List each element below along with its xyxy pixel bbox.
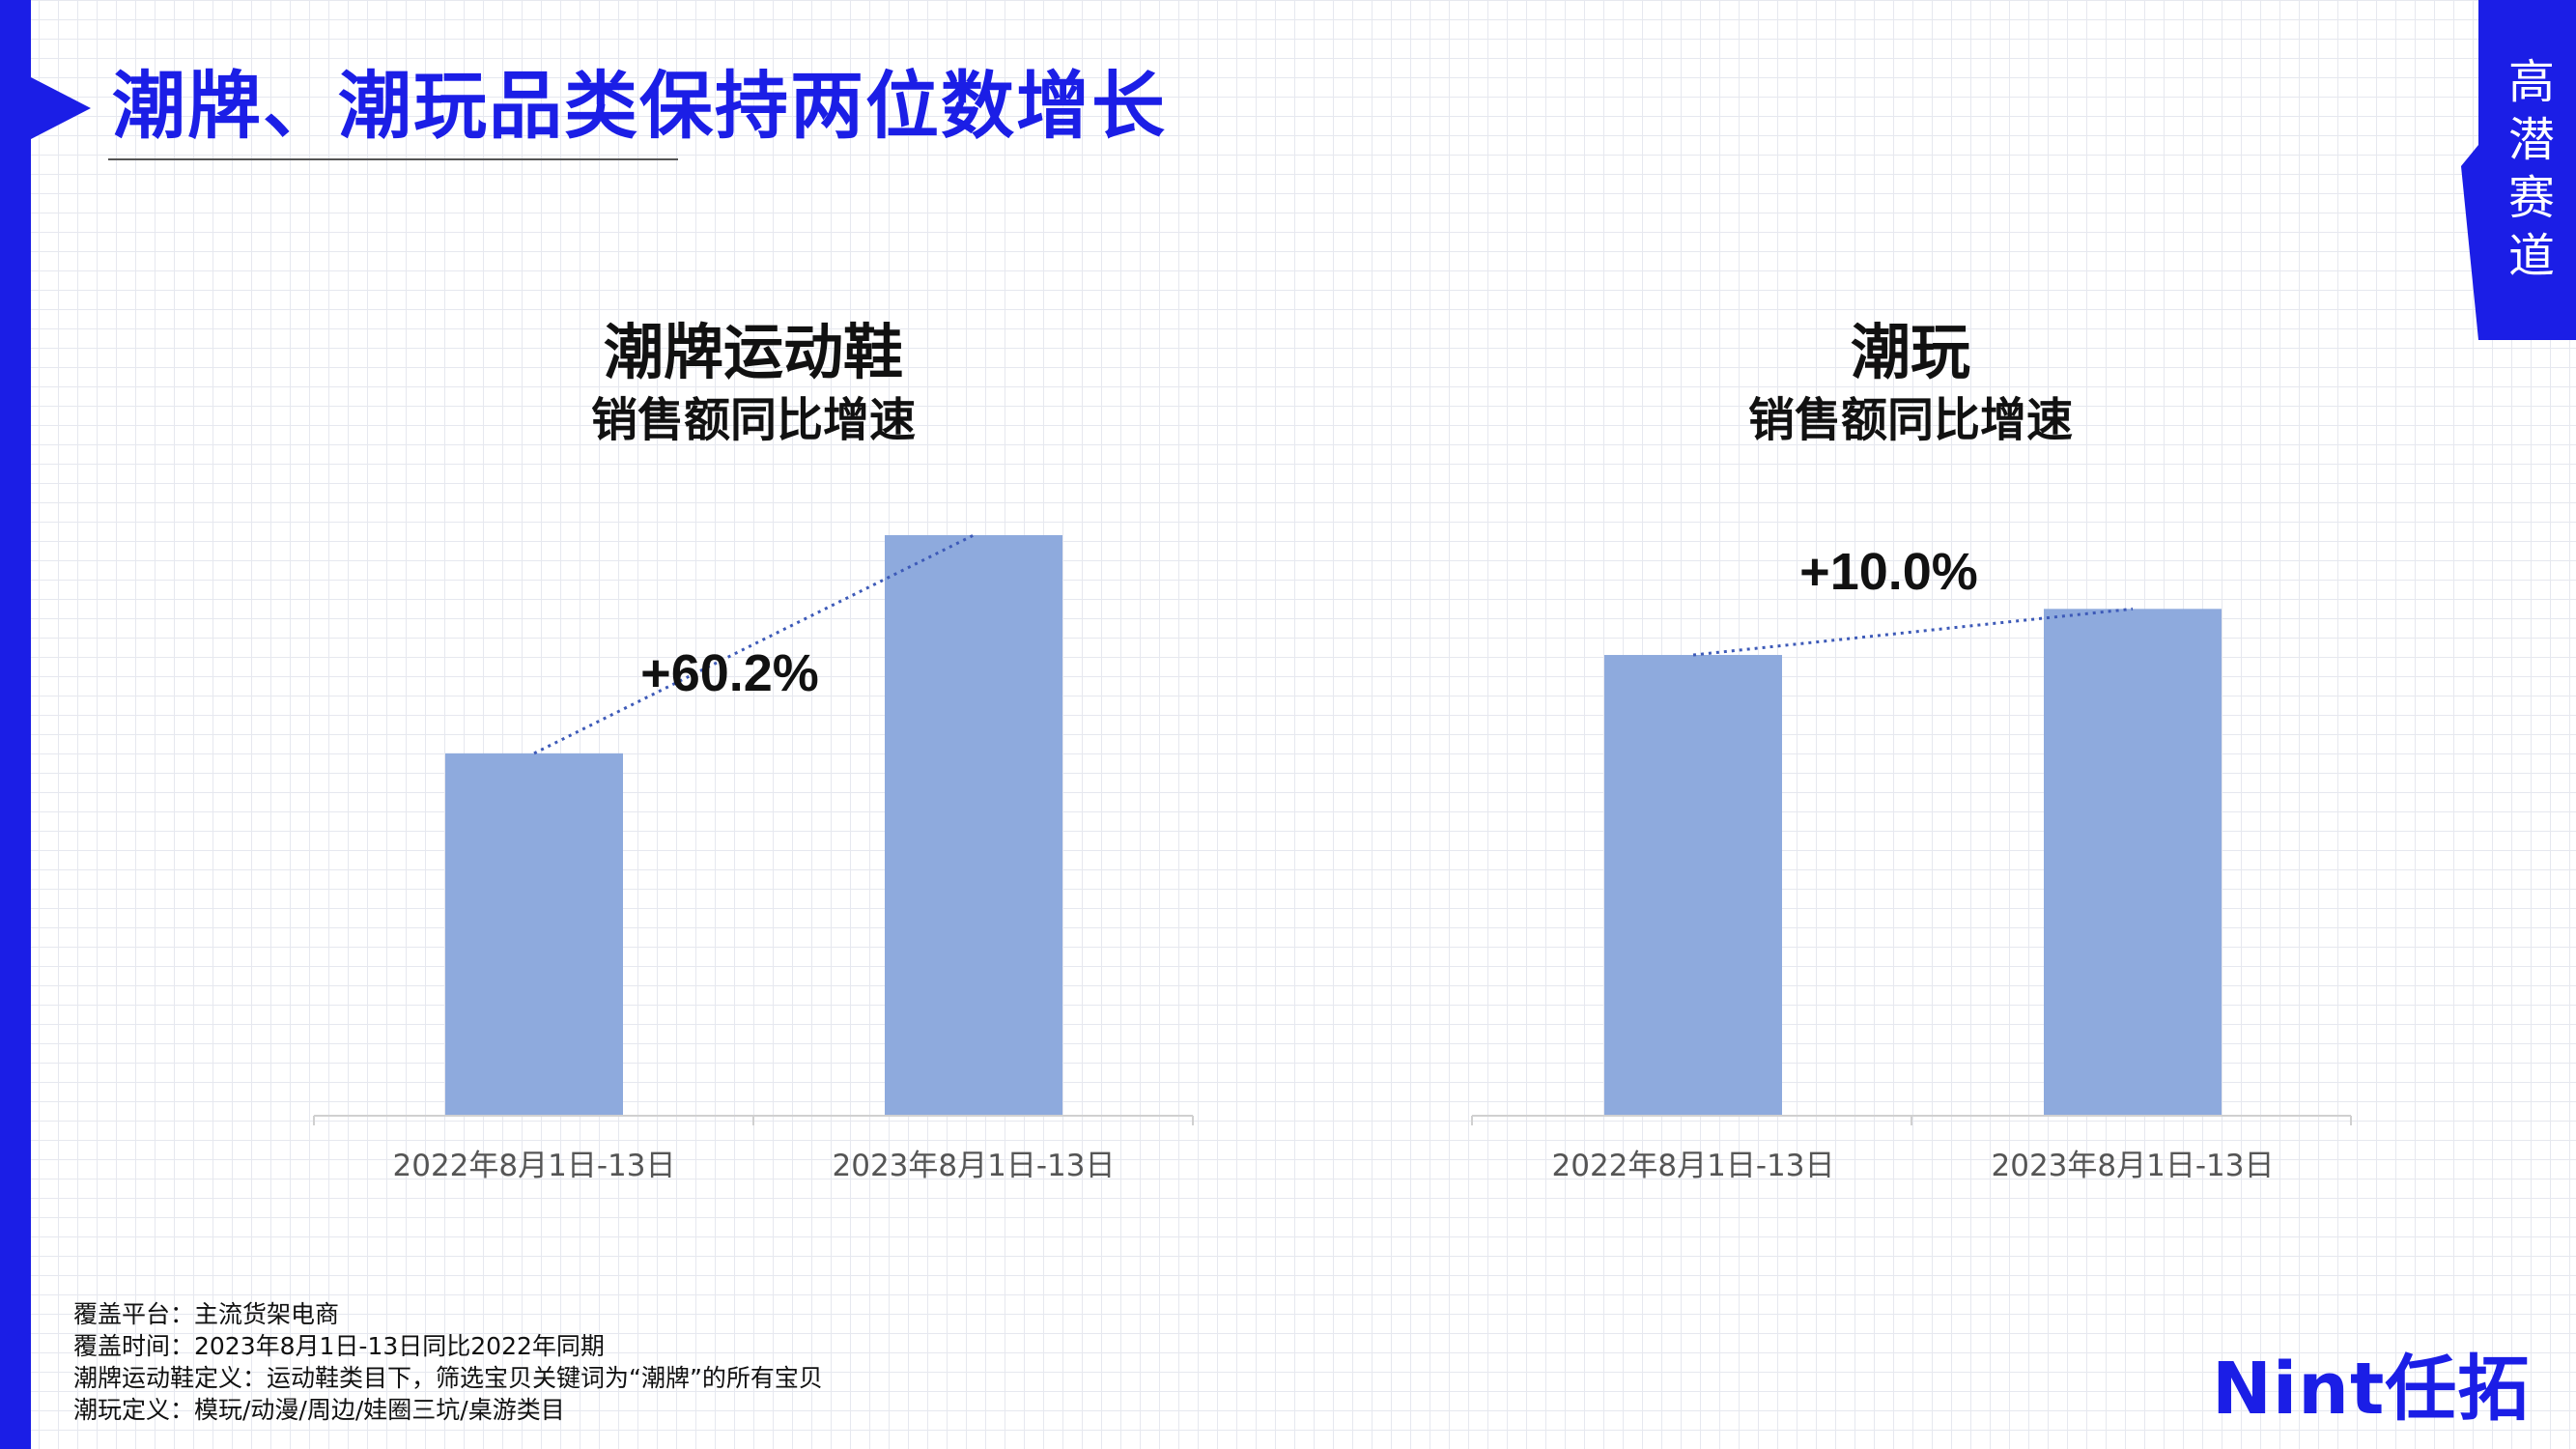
- x-tick-label: 2022年8月1日-13日: [393, 1149, 676, 1183]
- chart-header-toys: 潮玩 销售额同比增速: [1621, 315, 2200, 450]
- footnote-line: 潮牌运动鞋定义：运动鞋类目下，筛选宝贝关键词为“潮牌”的所有宝贝: [73, 1364, 823, 1392]
- bar: [885, 535, 1062, 1116]
- footnote-line: 覆盖平台：主流货架电商: [73, 1300, 340, 1328]
- x-tick-label: 2022年8月1日-13日: [1552, 1149, 1835, 1183]
- bar: [2044, 609, 2222, 1116]
- x-tick-label: 2023年8月1日-13日: [833, 1149, 1116, 1183]
- growth-label: +10.0%: [1799, 543, 1978, 601]
- footnote-line: 潮玩定义：模玩/动漫/周边/娃圈三坑/桌游类目: [73, 1396, 565, 1424]
- x-tick-label: 2023年8月1日-13日: [1992, 1149, 2275, 1183]
- bar: [445, 753, 623, 1116]
- chart-subtitle: 销售额同比增速: [1747, 393, 2073, 447]
- chart-title: 潮牌运动鞋: [603, 317, 903, 387]
- brand-logo: Nint任拓: [2212, 1348, 2531, 1431]
- chart-subtitle: 销售额同比增速: [590, 393, 916, 447]
- chart-title: 潮玩: [1850, 317, 1970, 387]
- chart-header-sneakers: 潮牌运动鞋 销售额同比增速: [464, 315, 1043, 450]
- left-accent-bar: [0, 0, 31, 1449]
- bar: [1604, 655, 1782, 1116]
- title-underline: [108, 158, 678, 160]
- growth-label: +60.2%: [640, 644, 819, 702]
- side-tag-box: [2461, 0, 2576, 340]
- page-title: 潮牌、潮玩品类保持两位数增长: [112, 63, 1167, 149]
- footnotes: 覆盖平台：主流货架电商 覆盖时间：2023年8月1日-13日同比2022年同期 …: [73, 1298, 823, 1426]
- footnote-line: 覆盖时间：2023年8月1日-13日同比2022年同期: [73, 1332, 605, 1360]
- title-arrow-icon: [31, 77, 91, 139]
- side-tag-label: 高潜赛道: [2508, 55, 2556, 283]
